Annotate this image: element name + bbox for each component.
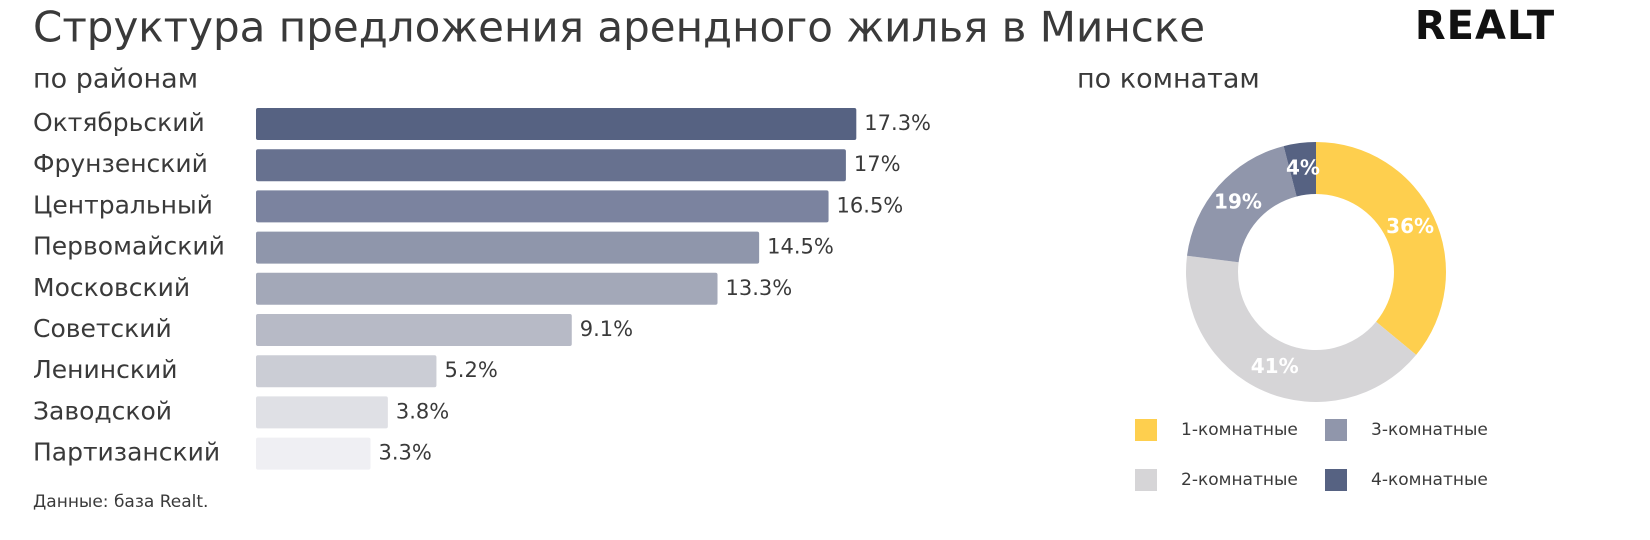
logo: REALT [1415,3,1555,49]
donut-slice [1316,142,1446,355]
slice-label: 41% [1251,354,1299,378]
bar [256,396,388,429]
legend-swatch [1325,469,1347,491]
source: Данные: база Realt. [33,492,208,512]
value-label: 3.8% [396,399,449,423]
bar [256,231,760,264]
value-label: 9.1% [580,317,633,341]
bar [256,272,718,305]
category-label: Заводской [33,396,172,425]
legend-label: 4-комнатные [1371,470,1488,490]
slice-label: 4% [1286,155,1320,179]
donut-slice [1187,146,1297,263]
category-label: Центральный [33,190,213,219]
bar [256,355,437,388]
legend-label: 3-комнатные [1371,420,1488,440]
bar [256,314,572,346]
category-label: Московский [33,273,190,302]
pie-subtitle: по комнатам [1077,64,1260,95]
value-label: 17% [854,152,901,176]
category-label: Первомайский [33,232,225,261]
bar [256,108,857,140]
legend-swatch [1135,419,1157,441]
legend-swatch [1135,469,1157,491]
value-label: 13.3% [726,276,793,300]
bar [256,149,846,182]
category-label: Октябрьский [33,108,205,137]
value-label: 3.3% [379,441,432,465]
value-label: 14.5% [767,235,834,259]
slice-label: 19% [1214,190,1262,214]
value-label: 17.3% [864,111,931,135]
category-label: Фрунзенский [33,149,208,178]
legend-swatch [1325,419,1347,441]
donut-slice [1283,142,1316,197]
slice-label: 36% [1386,214,1434,238]
value-label: 16.5% [837,193,904,217]
legend-label: 1-комнатные [1181,420,1298,440]
legend-label: 2-комнатные [1181,470,1298,490]
title: Структура предложения арендного жилья в … [33,3,1205,52]
value-label: 5.2% [444,358,497,382]
category-label: Партизанский [33,438,220,467]
bar [256,190,829,223]
donut-slice [1186,255,1417,402]
category-label: Советский [33,314,172,343]
bar-subtitle: по районам [33,64,198,95]
bar [256,437,371,470]
category-label: Ленинский [33,355,177,384]
